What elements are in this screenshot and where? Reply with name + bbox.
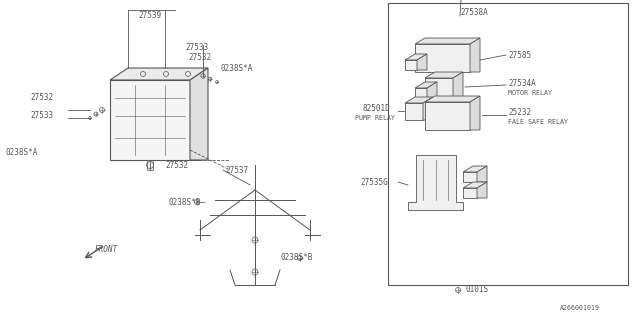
Polygon shape bbox=[427, 82, 437, 98]
Bar bbox=[425, 78, 453, 100]
Text: 27539: 27539 bbox=[138, 11, 161, 20]
Text: A266001019: A266001019 bbox=[560, 305, 600, 311]
Text: 27532: 27532 bbox=[165, 161, 188, 170]
Text: 27533: 27533 bbox=[30, 110, 53, 119]
Polygon shape bbox=[463, 166, 487, 172]
Bar bbox=[110, 80, 190, 160]
Polygon shape bbox=[417, 54, 427, 70]
Text: 27532: 27532 bbox=[188, 53, 211, 62]
Bar bbox=[415, 44, 470, 72]
Bar bbox=[388, 3, 628, 285]
Bar bbox=[415, 88, 427, 98]
Text: 27585: 27585 bbox=[508, 51, 531, 60]
Bar bbox=[463, 172, 477, 182]
Polygon shape bbox=[405, 97, 433, 103]
Text: 0101S: 0101S bbox=[465, 285, 488, 294]
Polygon shape bbox=[405, 54, 427, 60]
Text: FRONT: FRONT bbox=[95, 245, 118, 254]
Bar bbox=[425, 102, 470, 130]
Polygon shape bbox=[477, 182, 487, 198]
Text: MOTOR RELAY: MOTOR RELAY bbox=[508, 90, 552, 96]
Polygon shape bbox=[425, 96, 480, 102]
Bar bbox=[405, 103, 423, 120]
Text: 27534A: 27534A bbox=[508, 78, 536, 87]
Polygon shape bbox=[463, 182, 487, 188]
Polygon shape bbox=[453, 72, 463, 100]
Text: FALE SAFE RELAY: FALE SAFE RELAY bbox=[508, 119, 568, 125]
Polygon shape bbox=[470, 38, 480, 72]
Text: 0238S*B: 0238S*B bbox=[280, 253, 312, 262]
Text: PUMP RELAY: PUMP RELAY bbox=[355, 115, 395, 121]
Text: 0238S*A: 0238S*A bbox=[220, 63, 252, 73]
Text: 82501D: 82501D bbox=[362, 103, 390, 113]
Text: 0238S*B—: 0238S*B— bbox=[168, 197, 205, 206]
Text: 27532: 27532 bbox=[30, 93, 53, 102]
Text: 27533: 27533 bbox=[185, 44, 208, 52]
Polygon shape bbox=[425, 72, 463, 78]
Polygon shape bbox=[415, 38, 480, 44]
Polygon shape bbox=[470, 96, 480, 130]
Text: 27537: 27537 bbox=[225, 165, 248, 174]
Text: 27535G: 27535G bbox=[360, 178, 388, 187]
Bar bbox=[147, 160, 153, 170]
Text: 0238S*A: 0238S*A bbox=[5, 148, 37, 156]
Bar bbox=[405, 60, 417, 70]
Text: 27538A: 27538A bbox=[460, 7, 488, 17]
Polygon shape bbox=[408, 155, 463, 210]
Bar bbox=[463, 188, 477, 198]
Polygon shape bbox=[190, 68, 208, 160]
Polygon shape bbox=[415, 82, 437, 88]
Polygon shape bbox=[477, 166, 487, 182]
Polygon shape bbox=[110, 68, 208, 80]
Polygon shape bbox=[423, 97, 433, 120]
Text: 25232: 25232 bbox=[508, 108, 531, 116]
